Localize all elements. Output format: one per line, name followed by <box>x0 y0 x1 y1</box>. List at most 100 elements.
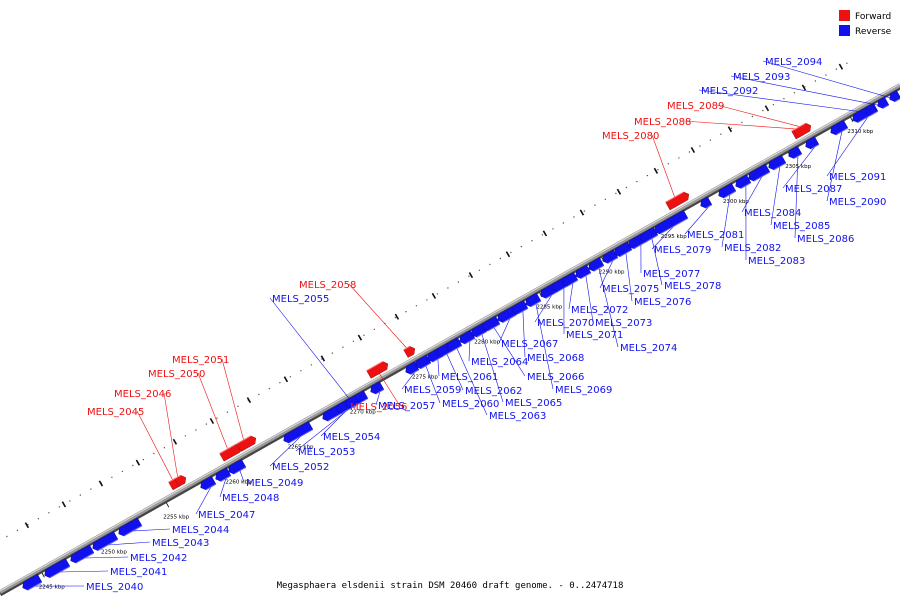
track-dash <box>394 313 400 320</box>
gene-highlight <box>410 369 420 375</box>
gene-highlight <box>545 291 559 299</box>
gene-feature <box>793 122 812 139</box>
legend: Forward Reverse <box>839 10 892 37</box>
gene-highlight <box>123 525 143 537</box>
track-dot <box>268 387 271 390</box>
label-leader <box>716 104 800 127</box>
gene-highlight <box>619 249 633 258</box>
gene-label: MELS_2078 <box>664 281 721 292</box>
track-dot <box>415 305 418 307</box>
gene-label: MELS_2091 <box>829 172 886 183</box>
gene-highlight <box>375 389 385 395</box>
gene-label: MELS_2080 <box>602 131 659 142</box>
track-dot <box>762 109 764 112</box>
gene-label: MELS_2079 <box>654 245 711 256</box>
gene-highlight <box>219 443 236 454</box>
gene-highlight <box>665 191 684 203</box>
track-dot <box>709 139 712 141</box>
gene-feature <box>588 257 605 272</box>
track-dot <box>520 245 523 248</box>
gene-label: MELS_2075 <box>602 284 659 295</box>
label-leader <box>195 486 212 515</box>
gene-highlight <box>288 429 314 444</box>
gene-label: MELS_2071 <box>566 330 623 341</box>
gene-highlight <box>97 538 119 552</box>
gene-feature <box>525 292 542 307</box>
gene-feature <box>877 96 890 109</box>
track-dash <box>431 292 437 299</box>
track-dot <box>688 151 691 153</box>
gene-label: MELS_2069 <box>555 385 612 396</box>
tick-label: 2300 kbp <box>723 199 749 205</box>
label-leader <box>534 294 553 323</box>
gene-highlight <box>476 331 488 338</box>
label-leader <box>163 392 178 478</box>
gene-highlight <box>705 204 713 209</box>
tick-label: 2295 kbp <box>661 234 687 240</box>
gene-label: MELS_2090 <box>829 197 886 208</box>
track-dot <box>310 364 313 366</box>
track-dot <box>562 222 565 224</box>
track-dot <box>657 169 659 171</box>
legend-label-forward: Forward <box>855 12 891 22</box>
tick-label: 2310 kbp <box>847 129 873 135</box>
label-leader <box>625 253 633 302</box>
track-dot <box>111 476 113 478</box>
track-dot <box>730 127 733 129</box>
track-dot <box>153 452 155 455</box>
gene-label: MELS_2093 <box>733 72 790 83</box>
label-leader <box>698 89 874 114</box>
track-dot <box>363 334 365 336</box>
tick-label: 2260 kbp <box>225 480 251 486</box>
label-leader <box>762 60 898 101</box>
gene-label: MELS_2060 <box>442 399 499 410</box>
track-dot <box>741 121 743 124</box>
track-dot <box>69 500 71 502</box>
track-dot <box>667 163 670 165</box>
gene-label: MELS_2059 <box>404 385 461 396</box>
track-dot <box>751 115 754 118</box>
gene-label: MELS_2083 <box>748 256 805 267</box>
legend-swatch-reverse <box>839 25 850 36</box>
track-dash <box>801 84 807 91</box>
gene-highlight <box>441 350 453 358</box>
gene-feature <box>92 531 119 551</box>
track-dot <box>352 340 355 342</box>
track-dot <box>48 512 50 514</box>
gene-label: MELS_2072 <box>571 305 628 316</box>
tick-mark <box>166 502 170 508</box>
label-leader <box>481 334 504 403</box>
gene-feature <box>283 421 314 444</box>
label-leader <box>651 134 675 198</box>
tick-label: 2270 kbp <box>350 409 376 415</box>
gene-feature <box>700 196 713 209</box>
gene-label: MELS_2058 <box>299 280 356 291</box>
gene-feature <box>768 154 787 171</box>
gene-label: MELS_2063 <box>489 411 546 422</box>
gene-feature <box>865 103 878 116</box>
label-leader <box>136 410 173 480</box>
label-leader <box>425 365 441 404</box>
gene-highlight <box>341 408 351 414</box>
track-dot <box>825 74 827 76</box>
track-dot <box>531 240 533 242</box>
gene-highlight <box>75 552 95 564</box>
track-dash <box>579 209 585 216</box>
track-dot <box>783 98 785 100</box>
label-leader <box>568 282 574 310</box>
track-dash <box>727 126 733 133</box>
gene-feature <box>22 573 43 591</box>
track-dot <box>142 458 145 461</box>
gene-feature <box>718 183 737 199</box>
tick-label: 2245 kbp <box>39 585 65 591</box>
track-dot <box>510 251 512 254</box>
track-dot <box>552 228 554 230</box>
track-dash <box>690 147 696 153</box>
gene-highlight <box>517 307 529 315</box>
track-dot <box>699 145 701 147</box>
track-dot <box>468 275 470 277</box>
gene-label: MELS_2041 <box>110 567 167 578</box>
backbone-line <box>0 83 900 594</box>
gene-highlight <box>740 182 752 189</box>
